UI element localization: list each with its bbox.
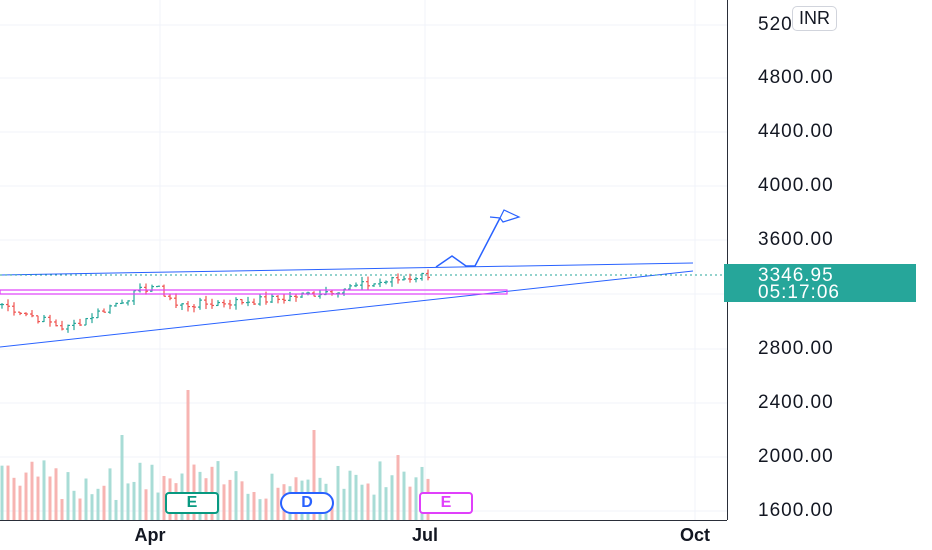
price-tick: 1600.00: [758, 500, 834, 521]
volume-bar: [162, 475, 166, 520]
earnings-marker[interactable]: E: [165, 492, 219, 514]
volume-bar: [120, 435, 124, 520]
volume-bar: [0, 465, 4, 520]
drawing-layer: [0, 209, 727, 348]
volume-bar: [312, 430, 316, 520]
price-tick: 4400.00: [758, 121, 834, 142]
price-tick: 2800.00: [758, 338, 834, 359]
volume-bar: [216, 461, 220, 520]
volume-bar: [66, 472, 70, 520]
volume-bar: [366, 483, 370, 520]
volume-bar: [114, 499, 118, 520]
volume-bar: [132, 481, 136, 520]
time-axis[interactable]: Apr Jul Oct: [0, 520, 727, 550]
volume-bar: [360, 484, 364, 520]
price-tick: 4800.00: [758, 67, 834, 88]
volume-bar: [102, 485, 106, 520]
volume-bar: [96, 488, 100, 520]
last-price-label: 3346.95 05:17:06: [724, 264, 916, 302]
volume-bar: [354, 474, 358, 520]
volume-bar: [108, 468, 112, 520]
time-tick-jul: Jul: [411, 525, 439, 545]
chart-pane[interactable]: [0, 0, 727, 520]
price-tick: 2400.00: [758, 392, 834, 413]
projection-arrow: [435, 217, 501, 268]
volume-bar: [396, 455, 400, 520]
volume-bar: [126, 483, 130, 520]
trendline-upper: [0, 262, 694, 276]
volume-bar: [408, 486, 412, 520]
volume-bar: [246, 493, 250, 520]
volume-bar: [156, 492, 160, 520]
price-bars: [0, 269, 430, 333]
range-highlight: [0, 289, 508, 295]
time-tick-oct: Oct: [679, 525, 711, 545]
price-tick: 2000.00: [758, 446, 834, 467]
currency-selector[interactable]: INR: [792, 6, 837, 31]
volume-bar: [336, 465, 340, 520]
trendline-lower: [0, 270, 694, 348]
volume-bar: [228, 479, 232, 520]
volume-bar: [276, 487, 280, 520]
volume-bar: [18, 485, 22, 520]
volume-bar: [12, 477, 16, 520]
volume-bar: [402, 471, 406, 520]
time-tick-apr: Apr: [134, 525, 166, 545]
volume-bar: [36, 476, 40, 520]
dividend-marker[interactable]: D: [280, 492, 334, 514]
volume-bar: [222, 484, 226, 520]
volume-bar: [240, 481, 244, 520]
volume-bar: [378, 461, 382, 520]
volume-bar: [384, 487, 388, 520]
price-tick: 3600.00: [758, 229, 834, 250]
volume-bar: [372, 494, 376, 520]
volume-bar: [414, 477, 418, 520]
volume-bar: [186, 390, 190, 520]
volume-bar: [258, 499, 262, 520]
volume-bar: [48, 476, 52, 520]
volume-bar: [330, 498, 334, 520]
volume-bar: [348, 470, 352, 520]
last-price-value: 3346.95: [758, 265, 834, 286]
volume-bar: [78, 498, 82, 520]
volume-bar: [90, 494, 94, 520]
volume-bar: [264, 498, 268, 520]
volume-bar: [138, 462, 142, 520]
grid-lines: [0, 0, 727, 520]
price-tick: 4000.00: [758, 175, 834, 196]
bar-countdown: 05:17:06: [758, 282, 840, 303]
volume-bar: [6, 465, 10, 520]
volume-bar: [72, 490, 76, 520]
volume-bar: [60, 499, 64, 520]
volume-bar: [144, 489, 148, 520]
price-chart[interactable]: [0, 0, 727, 520]
volume-bar: [270, 473, 274, 520]
volume-bar: [342, 488, 346, 520]
volume-bar: [390, 475, 394, 520]
price-axis[interactable]: 5200.00 4800.00 4400.00 4000.00 3600.00 …: [727, 0, 932, 521]
volume-bar: [42, 460, 46, 520]
volume-bar: [84, 478, 88, 520]
volume-bar: [24, 472, 28, 520]
volume-bar: [150, 464, 154, 520]
projection-arrow-head: [489, 209, 521, 223]
volume-bar: [234, 471, 238, 520]
volume-bar: [252, 491, 256, 520]
upcoming-earnings-marker[interactable]: E: [419, 492, 473, 514]
volume-bar: [30, 461, 34, 520]
volume-bar: [54, 468, 58, 520]
